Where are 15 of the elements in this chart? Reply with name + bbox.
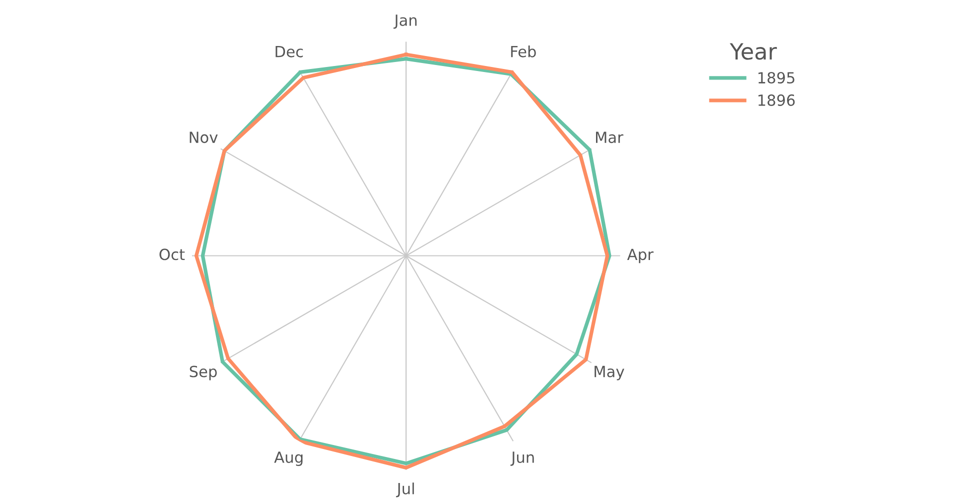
spoke-label: Feb xyxy=(511,46,536,58)
spoke-label: Jul xyxy=(396,482,414,498)
spoke-label: Jan xyxy=(394,14,417,29)
spoke-label: Oct xyxy=(160,248,185,260)
legend-label: 1896 xyxy=(758,94,795,106)
spoke-label: Sep xyxy=(190,366,217,380)
spoke-label: Apr xyxy=(627,248,654,264)
spoke-label: May xyxy=(594,366,624,380)
spoke-label: Dec xyxy=(276,46,303,58)
spoke-label: Aug xyxy=(274,452,302,466)
spoke-label: Mar xyxy=(596,132,624,144)
spoke-label: Nov xyxy=(190,132,218,144)
legend-title: Year xyxy=(730,43,777,60)
legend-label: 1895 xyxy=(758,72,794,84)
spoke-label: Jun xyxy=(510,452,534,466)
